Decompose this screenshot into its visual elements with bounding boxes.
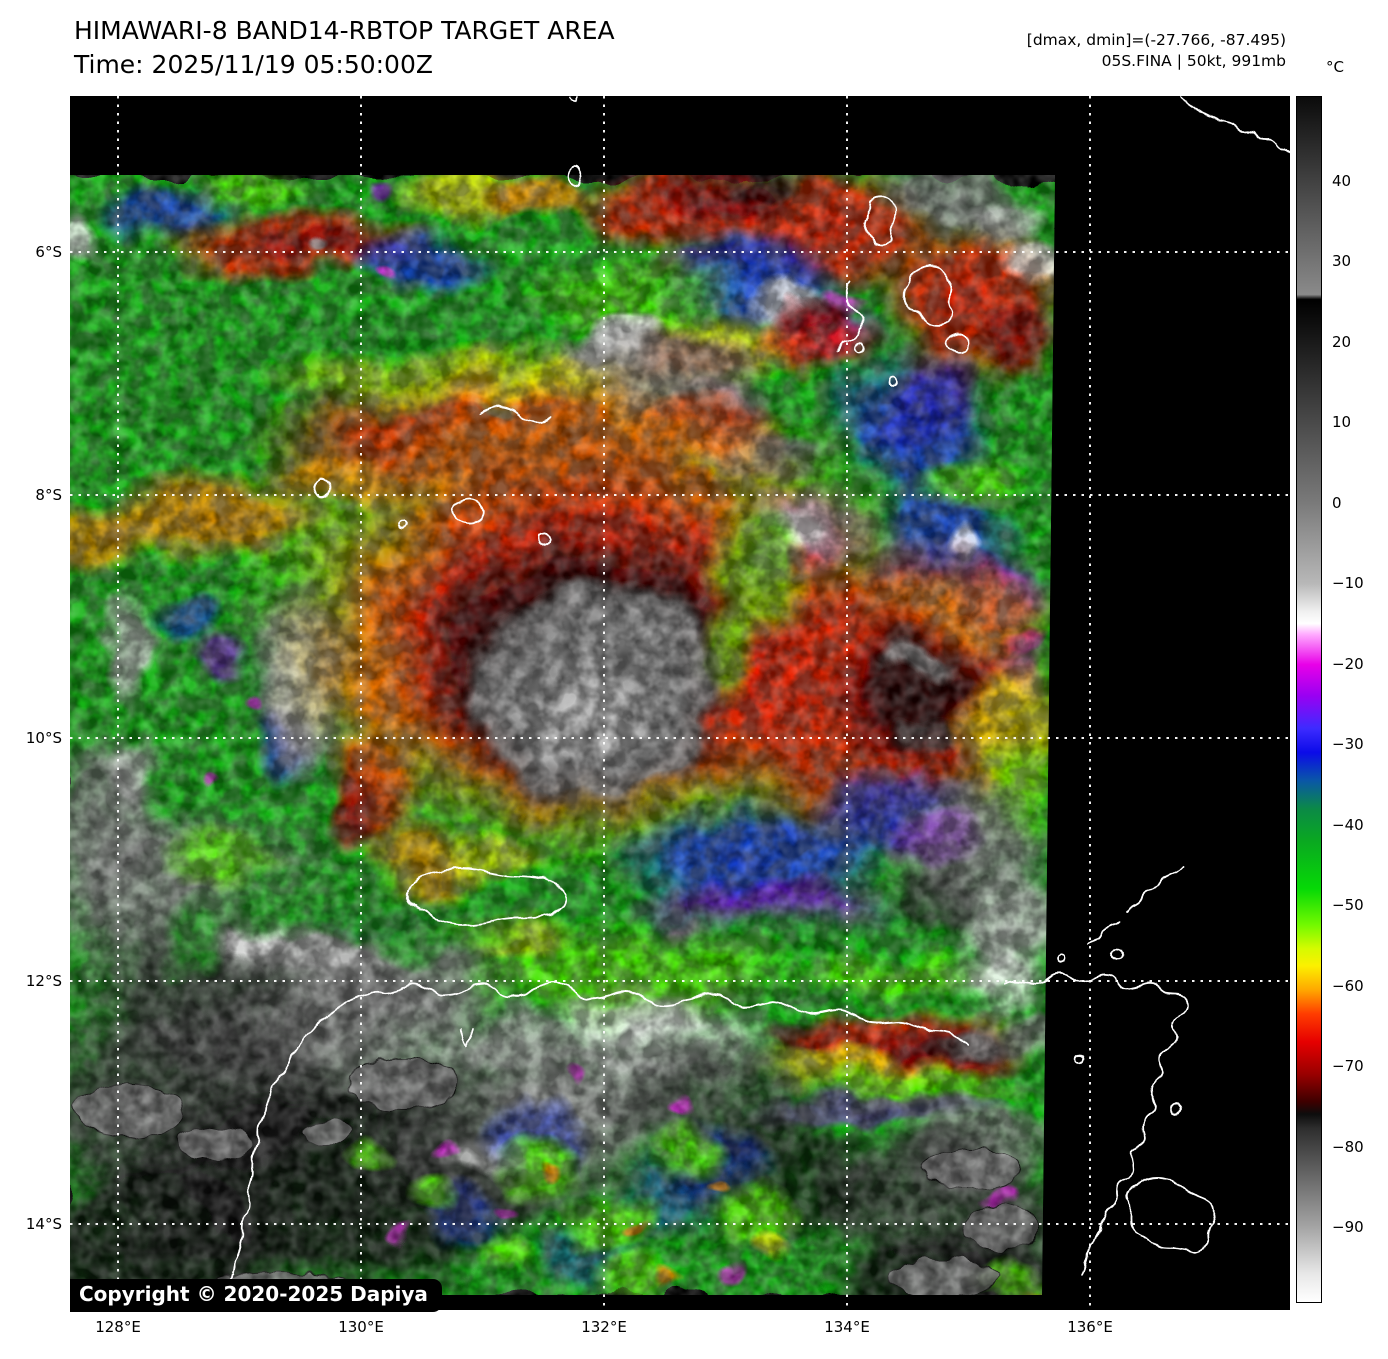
coast-arnhem-gulf — [1004, 972, 1189, 1275]
coast-new-guinea — [1181, 97, 1290, 155]
latlon-grid-overlay — [70, 96, 1290, 1310]
temperature-colorbar — [1296, 96, 1322, 1303]
lat-tick: 10°S — [25, 729, 62, 747]
coast-wessel-chain-a — [1125, 865, 1183, 913]
coast-maluku-b — [902, 264, 954, 327]
coast-islet — [567, 166, 583, 186]
satellite-image — [70, 96, 1290, 1310]
dmax-dmin-readout: [dmax, dmin]=(-27.766, -87.495) — [1026, 31, 1286, 49]
coast-melville-island — [405, 867, 566, 926]
cb-tick: −40 — [1332, 816, 1364, 834]
cb-tick: 20 — [1332, 333, 1352, 351]
cb-tick: −20 — [1332, 655, 1364, 673]
cb-tick: −50 — [1332, 896, 1364, 914]
timestamp-line: Time: 2025/11/19 05:50:00Z — [74, 50, 433, 79]
coast-top-end-north — [319, 981, 969, 1046]
cb-tick: −30 — [1332, 735, 1364, 753]
lon-tick: 130°E — [338, 1318, 384, 1336]
cb-tick: 40 — [1332, 172, 1352, 190]
coast-maluku-d — [837, 280, 864, 352]
header-right-block: [dmax, dmin]=(-27.766, -87.495) 05S.FINA… — [1027, 30, 1286, 72]
coast-maluku-a — [865, 195, 896, 246]
colorbar-unit-label: °C — [1326, 58, 1344, 76]
coast-wessel-chain-b — [1087, 921, 1119, 945]
lon-tick: 132°E — [581, 1318, 627, 1336]
noise-texture-light — [70, 175, 1055, 1295]
lat-tick: 8°S — [35, 486, 62, 504]
page-title: HIMAWARI-8 BAND14-RBTOP TARGET AREA — [74, 16, 615, 45]
cb-tick: 30 — [1332, 252, 1352, 270]
cb-tick: −60 — [1332, 977, 1364, 995]
lon-tick: 128°E — [95, 1318, 141, 1336]
coast-maluku-c — [946, 332, 969, 355]
storm-info-readout: 05S.FINA | 50kt, 991mb — [1101, 52, 1286, 70]
cb-tick: −70 — [1332, 1057, 1364, 1075]
coast-tiny-islet-top — [569, 96, 579, 104]
coast-top-end-west — [227, 1020, 321, 1296]
cb-tick: −10 — [1332, 574, 1364, 592]
lat-tick: 12°S — [25, 972, 62, 990]
data-swath — [70, 175, 1055, 1295]
cb-tick: 0 — [1332, 494, 1342, 512]
coast-islands-center — [479, 406, 551, 423]
lat-tick: 14°S — [25, 1215, 62, 1233]
cb-tick: −90 — [1332, 1218, 1364, 1236]
coastline-overlay — [227, 96, 1290, 1296]
coast-groote-eylandt — [1127, 1177, 1215, 1253]
lon-tick: 136°E — [1067, 1318, 1113, 1336]
satellite-map-axes: Copyright © 2020-2025 Dapiya — [70, 96, 1290, 1312]
lon-tick: 134°E — [824, 1318, 870, 1336]
cb-tick: −80 — [1332, 1138, 1364, 1156]
cb-tick: 10 — [1332, 413, 1352, 431]
coast-inlet — [459, 1027, 474, 1047]
lat-tick: 6°S — [35, 243, 62, 261]
copyright-badge: Copyright © 2020-2025 Dapiya — [70, 1279, 442, 1312]
